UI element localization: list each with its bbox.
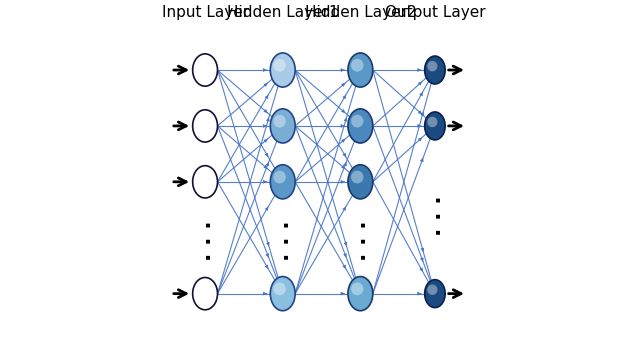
- Ellipse shape: [270, 109, 295, 143]
- Ellipse shape: [348, 109, 372, 143]
- Text: . . .: . . .: [273, 221, 292, 261]
- Ellipse shape: [270, 53, 295, 87]
- Ellipse shape: [428, 117, 438, 127]
- Ellipse shape: [273, 59, 286, 72]
- Ellipse shape: [270, 276, 295, 311]
- Ellipse shape: [273, 170, 286, 184]
- Text: Output Layer: Output Layer: [385, 5, 485, 20]
- Text: . . .: . . .: [195, 221, 215, 261]
- Ellipse shape: [193, 166, 218, 198]
- Ellipse shape: [193, 54, 218, 86]
- Text: . . .: . . .: [425, 196, 445, 236]
- Ellipse shape: [273, 282, 286, 295]
- Ellipse shape: [351, 59, 364, 72]
- Ellipse shape: [348, 53, 372, 87]
- Ellipse shape: [425, 280, 445, 308]
- Ellipse shape: [351, 282, 364, 295]
- Ellipse shape: [425, 112, 445, 140]
- Text: . . .: . . .: [350, 221, 371, 261]
- Ellipse shape: [428, 61, 438, 71]
- Ellipse shape: [348, 276, 372, 311]
- Text: Hidden Layer2: Hidden Layer2: [305, 5, 416, 20]
- Ellipse shape: [270, 165, 295, 199]
- Ellipse shape: [351, 170, 364, 184]
- Ellipse shape: [428, 284, 438, 295]
- Ellipse shape: [193, 277, 218, 310]
- Ellipse shape: [193, 110, 218, 142]
- Text: Input Layer: Input Layer: [161, 5, 249, 20]
- Ellipse shape: [348, 165, 372, 199]
- Text: Hidden Layer1: Hidden Layer1: [227, 5, 339, 20]
- Ellipse shape: [351, 115, 364, 128]
- Ellipse shape: [425, 56, 445, 84]
- Ellipse shape: [273, 115, 286, 128]
